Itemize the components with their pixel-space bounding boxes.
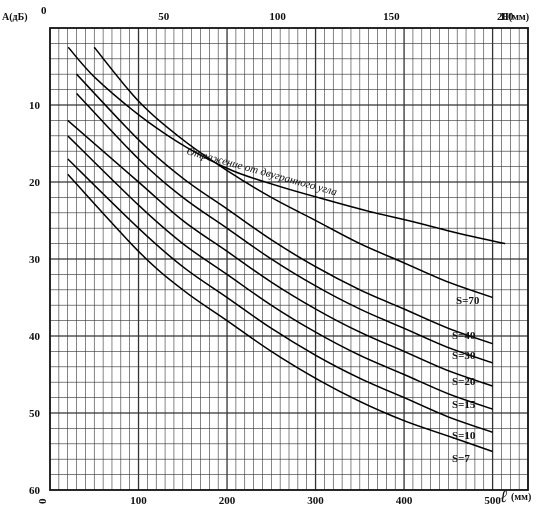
series-line-s-40 [76, 73, 493, 345]
label-s20: S=20 [452, 376, 476, 388]
plot-border [49, 27, 529, 491]
label-s15: S=15 [452, 399, 476, 411]
label-s7: S=7 [452, 453, 470, 465]
label-s70: S=70 [456, 295, 480, 307]
label-s40: S=40 [452, 330, 476, 342]
y-tick-label: 30 [29, 254, 41, 266]
x-tick-label: 0 [37, 498, 49, 504]
x-tick-label: 100 [130, 495, 147, 507]
top-tick-label: 150 [383, 11, 400, 23]
x-axis-unit: (мм) [511, 492, 531, 503]
series-line-s-20 [67, 119, 493, 387]
series-line-s-7 [67, 173, 493, 453]
y-tick-label: 40 [29, 331, 41, 343]
tick-labels: 0 100 200 300 400 500 50 100 150 200 10 20 30 40 50 60 [29, 11, 514, 507]
x-tick-label: 300 [307, 495, 324, 507]
origin-tick-label: 0 [41, 5, 47, 17]
top-axis-title: H(мм) [501, 12, 529, 23]
x-axis-title: ℓ [500, 487, 507, 506]
x-tick-label: 200 [219, 495, 236, 507]
series-line- [67, 46, 506, 245]
grid [50, 28, 528, 490]
series-line-s-70 [93, 46, 493, 299]
series-line-s-30 [76, 92, 493, 364]
top-tick-label: 100 [269, 11, 286, 23]
y-tick-label: 20 [29, 177, 41, 189]
series-line-s-10 [67, 158, 493, 434]
y-axis-title: A(дБ) [2, 12, 28, 23]
top-tick-label: 50 [158, 11, 170, 23]
y-tick-label: 60 [29, 485, 41, 497]
label-s30: S=30 [452, 350, 476, 362]
y-tick-label: 50 [29, 408, 41, 420]
label-s10: S=10 [452, 430, 476, 442]
plot-frame [49, 27, 529, 491]
top-tick-label: 200 [497, 11, 514, 23]
series-lines [67, 46, 506, 453]
series-line-s-15 [67, 135, 493, 410]
x-tick-label: 500 [484, 495, 501, 507]
x-tick-label: 400 [396, 495, 413, 507]
y-tick-label: 10 [29, 100, 41, 112]
